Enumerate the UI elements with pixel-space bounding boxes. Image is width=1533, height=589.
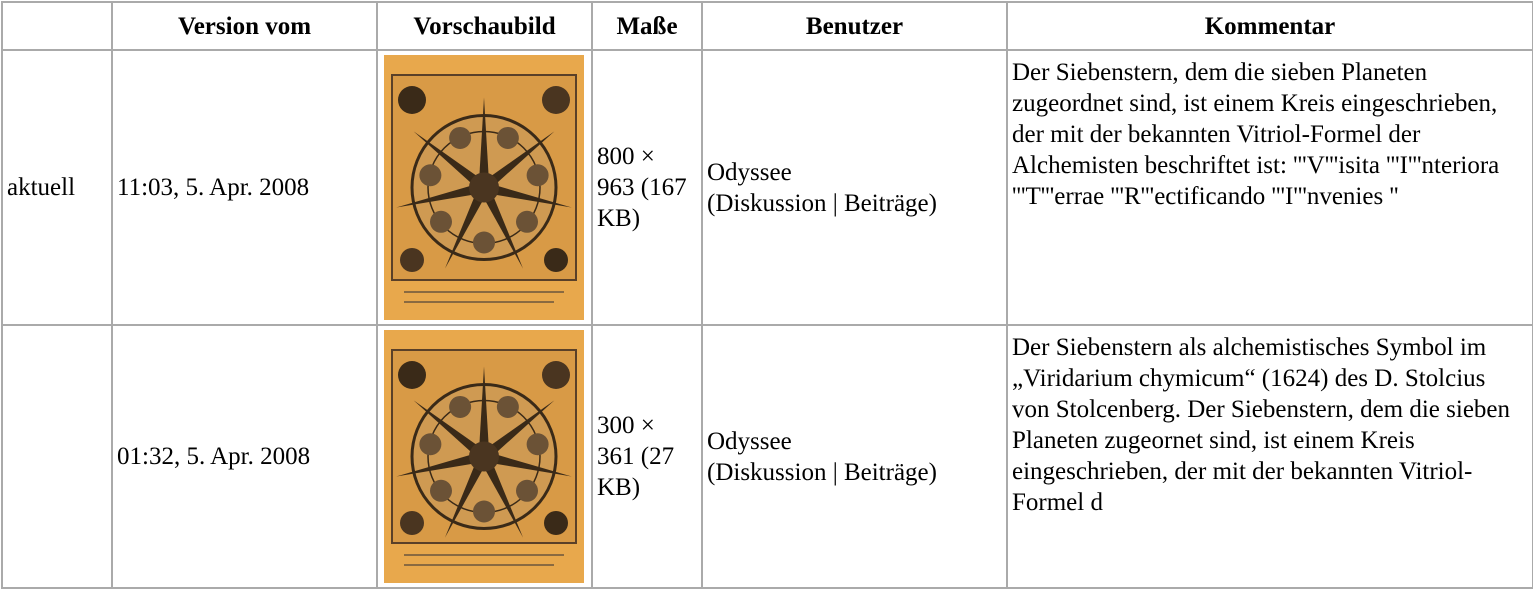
- date-cell: 01:32, 5. Apr. 2008: [111, 324, 378, 589]
- rows: aktuell 11:03, 5. Apr. 2008 800 × 963 (16…: [1, 49, 1533, 589]
- header-cell: Vorschaubild: [376, 1, 593, 51]
- dimensions-cell: 300 × 361 (27 KB): [591, 324, 703, 589]
- comment-cell: Der Siebenstern als alchemistisches Symb…: [1006, 324, 1533, 589]
- date-cell: 11:03, 5. Apr. 2008: [111, 49, 378, 326]
- history-row: 01:32, 5. Apr. 2008 300 × 361 (27 KB) Ody…: [1, 324, 1533, 589]
- header-row: Version vom Vorschaubild Maße Benutzer K…: [1, 1, 1533, 51]
- status-cell: [1, 324, 113, 589]
- user-link[interactable]: Odyssee: [707, 158, 792, 186]
- history-row: aktuell 11:03, 5. Apr. 2008 800 × 963 (16…: [1, 49, 1533, 326]
- user-link[interactable]: Odyssee: [707, 427, 792, 455]
- status-cell: aktuell: [1, 49, 113, 326]
- user-tool-links[interactable]: (Diskussion | Beiträge): [707, 458, 937, 486]
- thumbnail-cell: [376, 49, 593, 326]
- thumbnail-image[interactable]: [384, 330, 584, 583]
- header-cell: Version vom: [111, 1, 378, 51]
- comment-cell: Der Siebenstern, dem die sieben Planeten…: [1006, 49, 1533, 326]
- user-cell: Odyssee (Diskussion | Beiträge): [701, 49, 1008, 326]
- header-cell: Maße: [591, 1, 703, 51]
- user-cell: Odyssee (Diskussion | Beiträge): [701, 324, 1008, 589]
- header-cell: Kommentar: [1006, 1, 1533, 51]
- user-tool-links[interactable]: (Diskussion | Beiträge): [707, 189, 937, 217]
- thumbnail-cell: [376, 324, 593, 589]
- thumbnail-image[interactable]: [384, 55, 584, 320]
- dimensions-cell: 800 × 963 (167 KB): [591, 49, 703, 326]
- version-link[interactable]: 11:03, 5. Apr. 2008: [117, 174, 310, 201]
- header-cell: [1, 1, 113, 51]
- version-link[interactable]: 01:32, 5. Apr. 2008: [117, 443, 311, 470]
- header-cell: Benutzer: [701, 1, 1008, 51]
